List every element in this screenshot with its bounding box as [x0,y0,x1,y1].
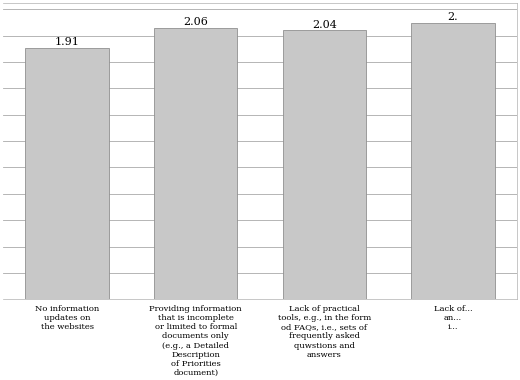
Text: 1.91: 1.91 [55,37,80,47]
Text: 2.04: 2.04 [312,20,337,30]
Bar [25,48,109,299]
Bar [411,22,495,299]
Text: 2.: 2. [448,12,458,22]
Bar [154,28,238,299]
Text: 2.06: 2.06 [183,17,208,27]
Bar [282,30,366,299]
